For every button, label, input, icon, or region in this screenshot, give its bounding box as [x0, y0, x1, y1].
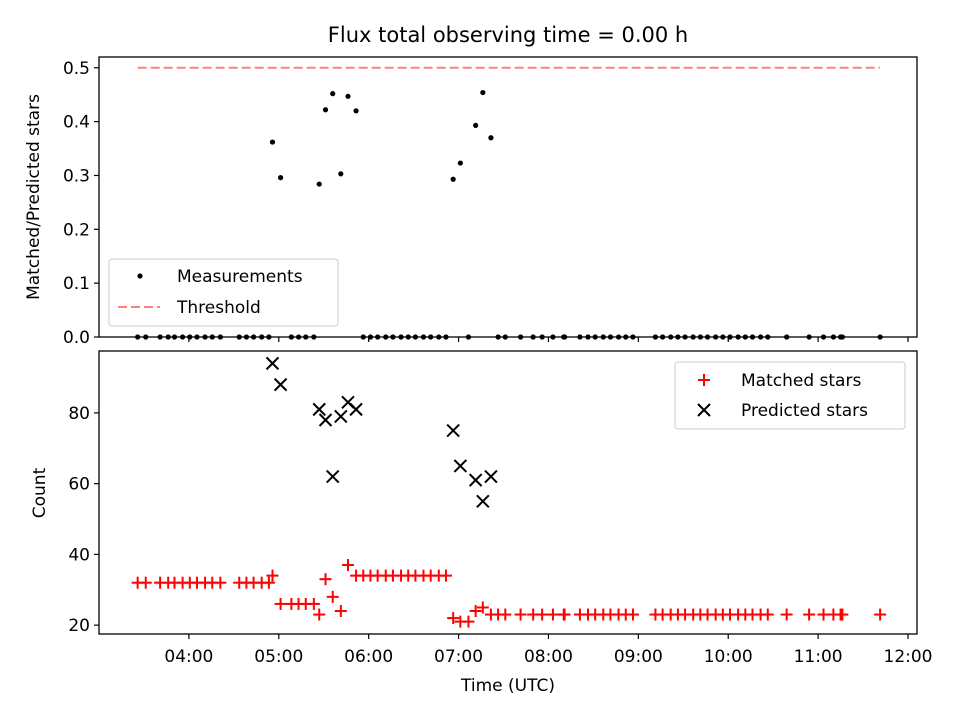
top-y-axis: 0.0 0.1 0.2 0.3 0.4 0.5 — [63, 59, 99, 348]
bottom-plot-area — [131, 356, 887, 628]
measurement-point — [480, 89, 486, 96]
top-plot-area — [135, 66, 883, 340]
matched-stars-point — [836, 608, 849, 621]
legend-label-predicted-stars: Predicted stars — [741, 401, 868, 421]
legend-label-threshold: Threshold — [176, 298, 261, 318]
predicted-stars-point — [468, 473, 483, 487]
legend-marker-measurements — [137, 273, 143, 279]
matched-stars-point — [307, 597, 320, 610]
x-tick-label: 08:00 — [524, 647, 573, 667]
matched-stars-point — [439, 569, 452, 582]
matched-stars-point — [334, 605, 347, 618]
top-legend: Measurements Threshold — [108, 258, 339, 327]
matched-stars-point — [476, 601, 489, 614]
bottom-legend-box — [674, 361, 906, 430]
predicted-stars-point — [453, 459, 468, 473]
matched-stars-point — [803, 608, 816, 621]
x-tick-label: 05:00 — [254, 647, 303, 667]
predicted-stars-point — [326, 469, 340, 484]
predicted-stars-point — [476, 494, 490, 509]
top-y-tick-label: 0.4 — [63, 113, 90, 133]
matched-stars-point — [874, 608, 887, 621]
top-legend-box — [108, 258, 339, 327]
predicted-stars-point — [318, 413, 333, 427]
matched-stars-point — [262, 576, 275, 589]
measurement-point — [488, 135, 494, 141]
measurement-point — [316, 181, 322, 187]
bottom-axes-frame — [98, 350, 918, 635]
top-y-tick-label: 0.5 — [63, 59, 90, 79]
predicted-stars-point — [312, 402, 326, 417]
top-y-tick-label: 0.2 — [63, 220, 90, 240]
measurement-point — [269, 139, 276, 145]
bottom-y-tick-label: 20 — [68, 616, 90, 636]
matched-stars-point — [139, 576, 152, 589]
measurement-point — [277, 175, 284, 181]
matched-stars-point — [780, 608, 793, 621]
matched-stars-point — [761, 608, 774, 621]
matched-stars-point — [214, 576, 227, 589]
matched-stars-point — [274, 597, 287, 610]
legend-label-matched-stars: Matched stars — [741, 371, 861, 391]
measurement-point — [345, 93, 351, 99]
bottom-y-axis-label: Count — [30, 467, 50, 518]
matched-stars-point — [447, 612, 460, 625]
x-tick-label: 10:00 — [704, 647, 753, 667]
matched-stars-point — [499, 608, 512, 621]
top-y-axis-label: Matched/Predicted stars — [24, 94, 44, 300]
x-axis-label: Time (UTC) — [460, 676, 555, 696]
predicted-stars-point — [265, 356, 280, 371]
legend-marker-predicted-stars — [697, 403, 711, 417]
predicted-stars-point — [484, 469, 498, 484]
measurement-point — [473, 122, 479, 128]
matched-stars-point — [558, 608, 571, 621]
matched-stars-point — [514, 608, 527, 621]
predicted-stars-point — [349, 402, 363, 417]
chart-title: Flux total observing time = 0.00 h — [328, 23, 688, 47]
bottom-legend: Matched stars Predicted stars — [674, 361, 906, 430]
matched-stars-point — [266, 569, 279, 582]
x-tick-label: 07:00 — [434, 647, 483, 667]
top-y-tick-label: 0.1 — [63, 274, 90, 294]
top-axes-frame — [98, 56, 918, 338]
bottom-x-axis: 04:00 05:00 06:00 07:00 08:00 09:00 10:00 11:00… — [164, 634, 933, 667]
matched-stars-point — [469, 605, 482, 618]
top-y-tick-label: 0.0 — [63, 328, 90, 348]
bottom-y-tick-label: 40 — [68, 545, 90, 565]
x-tick-label: 11:00 — [794, 647, 843, 667]
measurement-point — [330, 91, 336, 97]
bottom-panel: 20 40 60 80 04:00 05:00 06:00 07:00 08:00 09:00 1… — [30, 350, 933, 696]
bottom-y-tick-label: 80 — [68, 404, 90, 424]
top-y-tick-label: 0.3 — [63, 166, 90, 186]
x-tick-label: 12:00 — [884, 647, 933, 667]
x-tick-label: 09:00 — [614, 647, 663, 667]
bottom-y-tick-label: 60 — [68, 475, 90, 495]
matched-stars-point — [536, 608, 549, 621]
measurement-point — [338, 171, 344, 177]
bottom-y-axis: 20 40 60 80 — [68, 404, 99, 636]
top-x-axis — [188, 337, 909, 342]
matched-stars-point — [341, 559, 354, 572]
predicted-stars-point — [334, 409, 348, 424]
matched-stars-point — [546, 608, 559, 621]
matched-stars-point — [313, 608, 326, 621]
x-tick-label: 04:00 — [164, 647, 213, 667]
measurement-point — [450, 176, 456, 182]
measurement-point — [353, 108, 359, 114]
predicted-stars-point — [273, 377, 288, 392]
matched-stars-point — [626, 608, 639, 621]
matched-stars-point — [326, 590, 339, 603]
matched-stars-point — [462, 615, 475, 628]
measurement-point — [457, 160, 463, 166]
measurement-point — [322, 107, 329, 113]
matched-stars-point — [319, 573, 332, 586]
top-panel: 0.0 0.1 0.2 0.3 0.4 0.5 Matched/Predicted sta… — [24, 56, 918, 348]
predicted-stars-point — [446, 423, 460, 438]
legend-marker-matched-stars — [698, 374, 710, 386]
legend-label-measurements: Measurements — [177, 267, 303, 287]
x-tick-label: 06:00 — [344, 647, 393, 667]
